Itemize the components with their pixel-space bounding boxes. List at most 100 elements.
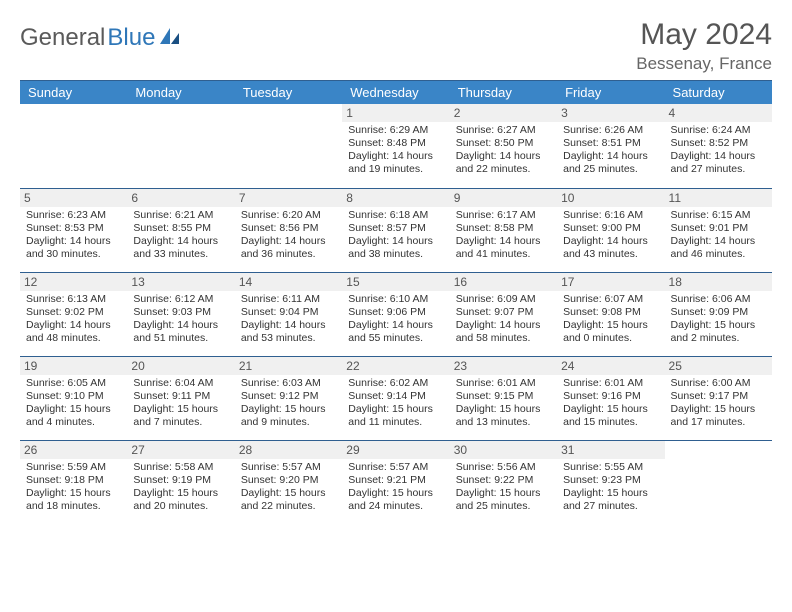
sunset-text: Sunset: 9:23 PM [563,474,660,487]
calendar-table: Sunday Monday Tuesday Wednesday Thursday… [20,81,772,524]
daylight-line2: and 20 minutes. [133,500,230,513]
sunset-text: Sunset: 9:11 PM [133,390,230,403]
sunset-text: Sunset: 9:01 PM [671,222,768,235]
daylight-line1: Daylight: 15 hours [456,403,553,416]
day-detail: Sunrise: 5:57 AMSunset: 9:21 PMDaylight:… [348,461,445,514]
day-cell: 21Sunrise: 6:03 AMSunset: 9:12 PMDayligh… [235,356,342,440]
daylight-line2: and 11 minutes. [348,416,445,429]
day-number: 26 [20,441,127,459]
day-cell: 31 Sunrise: 5:55 AMSunset: 9:23 PMDayligh… [557,440,664,524]
daylight-line2: and 27 minutes. [563,500,660,513]
daylight-line1: Daylight: 15 hours [671,403,768,416]
month-title: May 2024 [636,18,772,52]
sunrise-text: Sunrise: 6:24 AM [671,124,768,137]
sunrise-text: Sunrise: 6:01 AM [456,377,553,390]
day-detail: Sunrise: 6:26 AMSunset: 8:51 PMDaylight:… [563,124,660,177]
day-cell [20,104,127,188]
daylight-line2: and 30 minutes. [26,248,123,261]
sunset-text: Sunset: 9:21 PM [348,474,445,487]
day-detail: Sunrise: 6:12 AMSunset: 9:03 PMDaylight:… [133,293,230,346]
daylight-line1: Daylight: 15 hours [241,403,338,416]
daylight-line1: Daylight: 14 hours [456,235,553,248]
day-cell: 28Sunrise: 5:57 AMSunset: 9:20 PMDayligh… [235,440,342,524]
sunrise-text: Sunrise: 6:29 AM [348,124,445,137]
daylight-line1: Daylight: 15 hours [133,403,230,416]
daylight-line1: Daylight: 14 hours [133,235,230,248]
daylight-line1: Daylight: 14 hours [456,319,553,332]
daylight-line1: Daylight: 15 hours [563,487,660,500]
daylight-line2: and 46 minutes. [671,248,768,261]
day-number: 11 [665,189,772,207]
day-detail: Sunrise: 6:15 AMSunset: 9:01 PMDaylight:… [671,209,768,262]
daylight-line2: and 48 minutes. [26,332,123,345]
week-row: 26 Sunrise: 5:59 AMSunset: 9:18 PMDayligh… [20,440,772,524]
daylight-line2: and 22 minutes. [241,500,338,513]
sunrise-text: Sunrise: 6:23 AM [26,209,123,222]
day-cell [127,104,234,188]
day-cell: 11 Sunrise: 6:15 AMSunset: 9:01 PMDayligh… [665,188,772,272]
sunset-text: Sunset: 9:18 PM [26,474,123,487]
sunset-text: Sunset: 9:12 PM [241,390,338,403]
sunrise-text: Sunrise: 5:57 AM [241,461,338,474]
day-number: 6 [127,189,234,207]
day-detail: Sunrise: 5:58 AMSunset: 9:19 PMDaylight:… [133,461,230,514]
sunset-text: Sunset: 9:07 PM [456,306,553,319]
day-cell: 18Sunrise: 6:06 AMSunset: 9:09 PMDayligh… [665,272,772,356]
daylight-line1: Daylight: 15 hours [26,403,123,416]
sunrise-text: Sunrise: 6:26 AM [563,124,660,137]
day-cell: 5Sunrise: 6:23 AMSunset: 8:53 PMDaylight… [20,188,127,272]
day-detail: Sunrise: 5:56 AMSunset: 9:22 PMDaylight:… [456,461,553,514]
sunrise-text: Sunrise: 6:02 AM [348,377,445,390]
day-cell: 22Sunrise: 6:02 AMSunset: 9:14 PMDayligh… [342,356,449,440]
day-cell: 25Sunrise: 6:00 AMSunset: 9:17 PMDayligh… [665,356,772,440]
day-number: 13 [127,273,234,291]
sunset-text: Sunset: 9:00 PM [563,222,660,235]
sunset-text: Sunset: 9:04 PM [241,306,338,319]
sunrise-text: Sunrise: 5:55 AM [563,461,660,474]
sunset-text: Sunset: 8:58 PM [456,222,553,235]
daylight-line2: and 7 minutes. [133,416,230,429]
week-row: 1Sunrise: 6:29 AMSunset: 8:48 PMDaylight… [20,104,772,188]
daylight-line2: and 4 minutes. [26,416,123,429]
day-number: 17 [557,273,664,291]
daylight-line2: and 2 minutes. [671,332,768,345]
weekday-header: Thursday [450,81,557,104]
sunset-text: Sunset: 9:03 PM [133,306,230,319]
daylight-line1: Daylight: 15 hours [563,319,660,332]
day-cell: 24Sunrise: 6:01 AMSunset: 9:16 PMDayligh… [557,356,664,440]
day-detail: Sunrise: 6:01 AMSunset: 9:16 PMDaylight:… [563,377,660,430]
daylight-line2: and 43 minutes. [563,248,660,261]
daylight-line1: Daylight: 14 hours [456,150,553,163]
day-number: 3 [557,104,664,122]
sunrise-text: Sunrise: 6:01 AM [563,377,660,390]
sunset-text: Sunset: 9:22 PM [456,474,553,487]
sunset-text: Sunset: 9:06 PM [348,306,445,319]
day-number: 31 [557,441,664,459]
day-cell: 1Sunrise: 6:29 AMSunset: 8:48 PMDaylight… [342,104,449,188]
day-detail: Sunrise: 5:59 AMSunset: 9:18 PMDaylight:… [26,461,123,514]
sunset-text: Sunset: 9:17 PM [671,390,768,403]
daylight-line1: Daylight: 15 hours [348,487,445,500]
location: Bessenay, France [636,54,772,74]
daylight-line2: and 55 minutes. [348,332,445,345]
sunset-text: Sunset: 9:15 PM [456,390,553,403]
daylight-line2: and 41 minutes. [456,248,553,261]
sunrise-text: Sunrise: 5:56 AM [456,461,553,474]
day-number: 4 [665,104,772,122]
day-detail: Sunrise: 6:29 AMSunset: 8:48 PMDaylight:… [348,124,445,177]
daylight-line2: and 53 minutes. [241,332,338,345]
sunrise-text: Sunrise: 6:06 AM [671,293,768,306]
daylight-line2: and 18 minutes. [26,500,123,513]
day-cell: 29Sunrise: 5:57 AMSunset: 9:21 PMDayligh… [342,440,449,524]
day-number: 19 [20,357,127,375]
day-cell: 17Sunrise: 6:07 AMSunset: 9:08 PMDayligh… [557,272,664,356]
day-cell: 20Sunrise: 6:04 AMSunset: 9:11 PMDayligh… [127,356,234,440]
daylight-line2: and 27 minutes. [671,163,768,176]
weekday-header: Friday [557,81,664,104]
day-cell [235,104,342,188]
logo-sail-icon [159,26,181,51]
day-detail: Sunrise: 6:00 AMSunset: 9:17 PMDaylight:… [671,377,768,430]
day-cell: 14Sunrise: 6:11 AMSunset: 9:04 PMDayligh… [235,272,342,356]
daylight-line2: and 24 minutes. [348,500,445,513]
day-detail: Sunrise: 6:27 AMSunset: 8:50 PMDaylight:… [456,124,553,177]
